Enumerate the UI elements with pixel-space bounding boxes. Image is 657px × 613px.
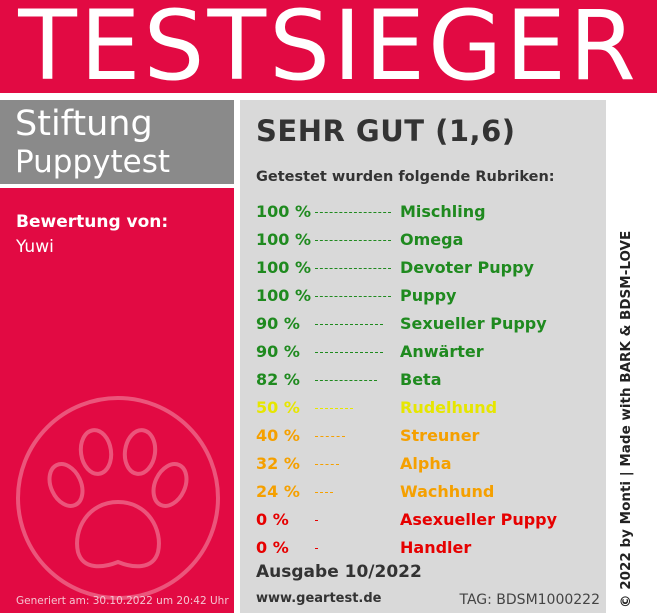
rubric-name: Asexueller Puppy	[400, 510, 558, 529]
rubric-percent: 100 %	[256, 202, 311, 221]
rubric-percent: 32 %	[256, 454, 300, 473]
rubric-name: Puppy	[400, 286, 457, 305]
rubric-dash-bar	[315, 268, 391, 269]
brand-line-1: Stiftung	[15, 104, 153, 144]
rubric-name: Sexueller Puppy	[400, 314, 547, 333]
right-panel: SEHR GUT (1,6) Getestet wurden folgende …	[240, 100, 606, 613]
rubric-dash-bar	[315, 240, 391, 241]
left-panel: Stiftung Puppytest Bewertung von: Yuwi G…	[0, 100, 234, 613]
rubric-row: 40 % Streuner	[256, 424, 606, 452]
rubric-name: Rudelhund	[400, 398, 498, 417]
rating-name: Yuwi	[16, 237, 54, 257]
rubric-percent: 100 %	[256, 230, 311, 249]
rubric-name: Beta	[400, 370, 442, 389]
rubric-dash-bar	[315, 436, 345, 437]
rubric-percent: 0 %	[256, 510, 289, 529]
rubric-dash-bar	[315, 492, 333, 493]
rubric-row: 100 % Devoter Puppy	[256, 256, 606, 284]
rubric-percent: 100 %	[256, 258, 311, 277]
rubric-list: 100 % Mischling 100 % Omega 100 % Devoter Pup…	[256, 200, 606, 564]
rubric-row: 24 % Wachhund	[256, 480, 606, 508]
issue: Ausgabe 10/2022	[256, 562, 422, 582]
rubric-dash-bar	[315, 520, 318, 521]
rubric-percent: 0 %	[256, 538, 289, 557]
rubric-name: Anwärter	[400, 342, 484, 361]
tag: TAG: BDSM1000222	[459, 592, 600, 608]
rubric-dash-bar	[315, 380, 377, 381]
brand-line-2: Puppytest	[15, 144, 171, 180]
rating-label: Bewertung von:	[16, 212, 169, 232]
rubric-dash-bar	[315, 296, 391, 297]
rubric-row: 90 % Anwärter	[256, 340, 606, 368]
rubric-row: 0 % Asexueller Puppy	[256, 508, 606, 536]
rubric-dash-bar	[315, 548, 318, 549]
rubric-dash-bar	[315, 324, 383, 325]
banner-title: TESTSIEGER	[18, 0, 639, 102]
rubrics-intro: Getestet wurden folgende Rubriken:	[256, 169, 555, 185]
paw-icon	[16, 396, 220, 600]
rubric-row: 32 % Alpha	[256, 452, 606, 480]
rubric-percent: 82 %	[256, 370, 300, 389]
rubric-percent: 40 %	[256, 426, 300, 445]
rubric-percent: 50 %	[256, 398, 300, 417]
website: www.geartest.de	[256, 591, 382, 606]
rubric-dash-bar	[315, 352, 383, 353]
rubric-row: 90 % Sexueller Puppy	[256, 312, 606, 340]
rubric-dash-bar	[315, 408, 353, 409]
rubric-percent: 90 %	[256, 314, 300, 333]
credit-text: © 2022 by Monti | Made with BARK & BDSM-…	[618, 230, 634, 608]
rubric-name: Mischling	[400, 202, 486, 221]
generated-timestamp: Generiert am: 30.10.2022 um 20:42 Uhr	[16, 595, 229, 607]
rubric-row: 100 % Omega	[256, 228, 606, 256]
testsieger-banner: TESTSIEGER	[0, 0, 657, 102]
rubric-dash-bar	[315, 212, 391, 213]
rubric-dash-bar	[315, 464, 339, 465]
rubric-row: 0 % Handler	[256, 536, 606, 564]
rubric-name: Devoter Puppy	[400, 258, 534, 277]
rubric-name: Omega	[400, 230, 464, 249]
rubric-row: 50 % Rudelhund	[256, 396, 606, 424]
grade: SEHR GUT (1,6)	[256, 114, 516, 148]
brand-box: Stiftung Puppytest	[0, 100, 234, 188]
rubric-name: Wachhund	[400, 482, 495, 501]
rubric-row: 100 % Mischling	[256, 200, 606, 228]
rubric-row: 100 % Puppy	[256, 284, 606, 312]
rubric-name: Handler	[400, 538, 472, 557]
rubric-percent: 100 %	[256, 286, 311, 305]
rubric-name: Streuner	[400, 426, 480, 445]
rubric-name: Alpha	[400, 454, 452, 473]
rubric-percent: 90 %	[256, 342, 300, 361]
rubric-row: 82 % Beta	[256, 368, 606, 396]
rubric-percent: 24 %	[256, 482, 300, 501]
